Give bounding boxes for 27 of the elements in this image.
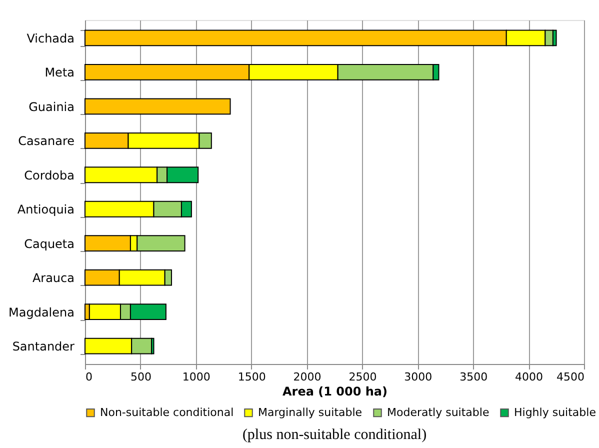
x-tick-label: 3000 [404,370,432,384]
y-tick-label: Santander [12,340,75,354]
legend-label: Marginally suitable [258,406,362,419]
x-tick-label: 0 [86,370,92,384]
legend-label: Highly suitable [514,406,596,419]
x-tick-label: 2000 [293,370,322,384]
text: (plus non-suitable conditional) [242,427,427,443]
y-tick-label: Caqueta [24,236,74,251]
y-tick-label: Magdalena [8,305,74,320]
y-tick-label: Guainia [28,100,74,114]
legend-label: Moderatly suitable [387,406,490,419]
x-tick-label: 2500 [348,370,377,384]
y-tick-label: Meta [44,66,74,80]
x-tick-label: 1500 [238,370,266,384]
y-tick-label: Casanare [18,134,74,148]
y-tick-label: Antioquia [17,202,74,217]
x-tick-label: 4500 [556,370,584,384]
bar [84,98,231,115]
y-tick-label: Arauca [32,271,74,286]
y-tick-label: Vichada [26,31,74,46]
x-axis-title: Area (1 000 ha) [282,384,388,398]
x-tick-label: 3500 [460,370,488,384]
y-tick-label: Cordoba [24,168,74,182]
x-tick-label: 1000 [182,370,210,384]
x-tick-label: 4000 [515,370,544,384]
x-tick-label: 500 [130,370,152,384]
legend-label: Non-suitable conditional [100,406,234,419]
